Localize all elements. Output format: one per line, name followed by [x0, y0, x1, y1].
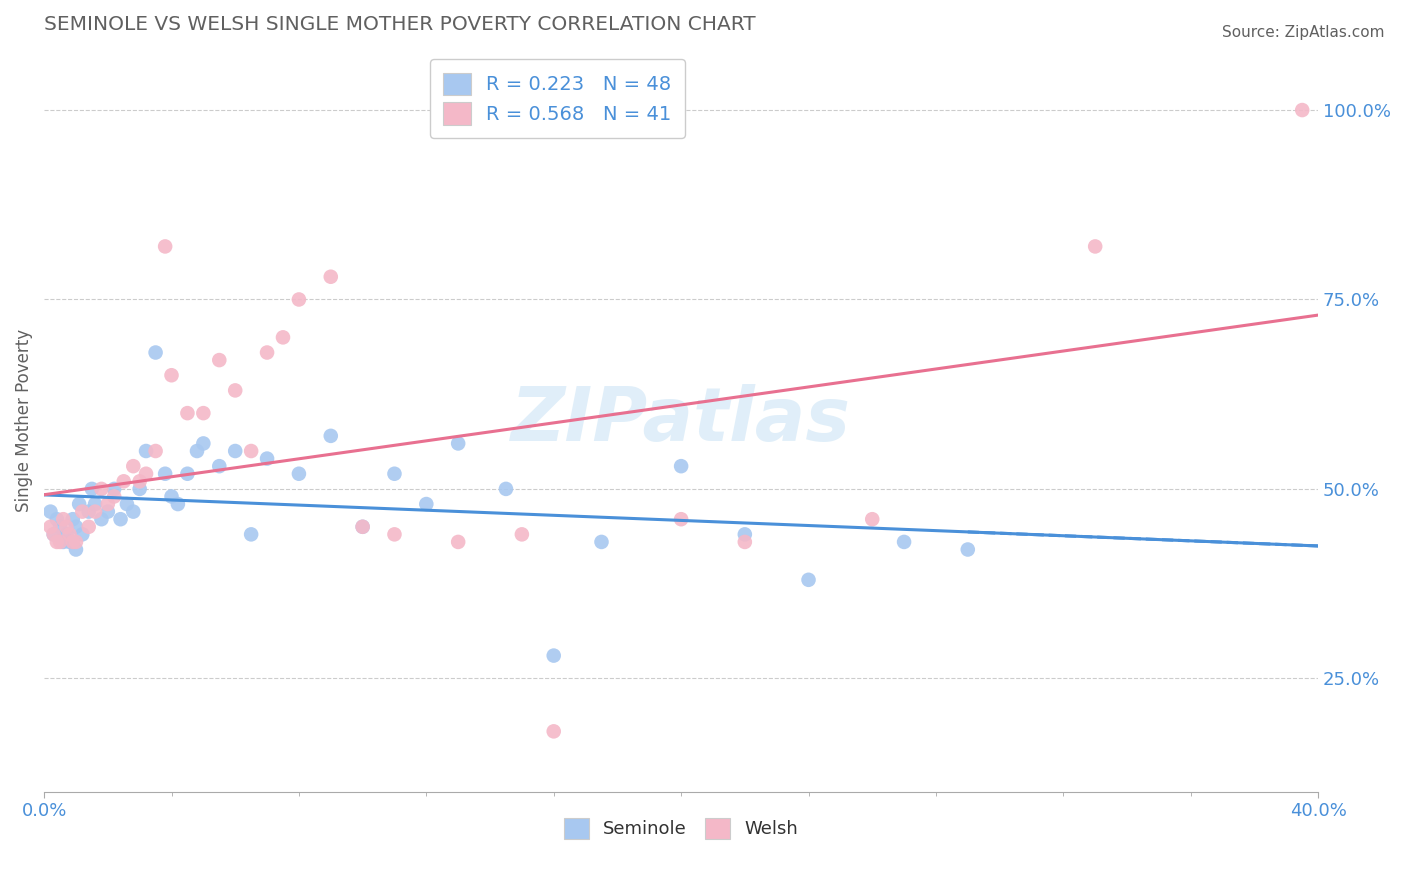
Point [288, 467, 311, 481]
Point [224, 384, 246, 398]
Point [103, 482, 125, 496]
Point [160, 490, 183, 504]
Point [1084, 239, 1107, 253]
Point [122, 459, 145, 474]
Point [90, 482, 112, 496]
Point [115, 497, 138, 511]
Point [67, 497, 90, 511]
Point [384, 527, 406, 541]
Point [65, 542, 87, 557]
Point [734, 527, 756, 541]
Point [447, 436, 470, 450]
Point [153, 467, 176, 481]
Point [55, 520, 77, 534]
Point [128, 482, 150, 496]
Point [45, 535, 67, 549]
Point [128, 475, 150, 489]
Point [288, 293, 311, 307]
Point [1291, 103, 1313, 117]
Point [52, 512, 75, 526]
Point [319, 429, 342, 443]
Point [208, 459, 231, 474]
Point [153, 239, 176, 253]
Point [42, 527, 65, 541]
Point [84, 505, 107, 519]
Point [176, 467, 198, 481]
Text: ZIPatlas: ZIPatlas [512, 384, 851, 458]
Point [145, 444, 167, 458]
Point [495, 482, 517, 496]
Point [110, 512, 132, 526]
Point [49, 520, 72, 534]
Point [415, 497, 437, 511]
Point [669, 459, 692, 474]
Point [72, 505, 94, 519]
Point [240, 444, 263, 458]
Point [447, 535, 470, 549]
Point [193, 436, 215, 450]
Point [256, 345, 278, 359]
Point [176, 406, 198, 420]
Point [77, 520, 100, 534]
Point [271, 330, 294, 344]
Point [52, 535, 75, 549]
Point [72, 527, 94, 541]
Point [193, 406, 215, 420]
Text: SEMINOLE VS WELSH SINGLE MOTHER POVERTY CORRELATION CHART: SEMINOLE VS WELSH SINGLE MOTHER POVERTY … [44, 15, 756, 34]
Point [80, 482, 103, 496]
Point [145, 345, 167, 359]
Point [240, 527, 263, 541]
Point [103, 490, 125, 504]
Point [90, 512, 112, 526]
Point [84, 497, 107, 511]
Point [352, 520, 374, 534]
Point [186, 444, 208, 458]
Point [42, 527, 65, 541]
Point [160, 368, 183, 383]
Point [224, 444, 246, 458]
Point [58, 535, 80, 549]
Point [135, 444, 157, 458]
Point [112, 475, 135, 489]
Point [65, 535, 87, 549]
Point [893, 535, 915, 549]
Point [384, 467, 406, 481]
Point [135, 467, 157, 481]
Point [58, 527, 80, 541]
Point [256, 451, 278, 466]
Point [956, 542, 979, 557]
Point [510, 527, 533, 541]
Text: Source: ZipAtlas.com: Source: ZipAtlas.com [1222, 25, 1385, 40]
Point [55, 527, 77, 541]
Point [797, 573, 820, 587]
Point [45, 512, 67, 526]
Point [62, 512, 84, 526]
Point [39, 520, 62, 534]
Point [122, 505, 145, 519]
Point [167, 497, 190, 511]
Point [77, 505, 100, 519]
Point [860, 512, 883, 526]
Point [97, 497, 120, 511]
Point [208, 353, 231, 368]
Legend: Seminole, Welsh: Seminole, Welsh [557, 811, 806, 846]
Point [543, 648, 565, 663]
Point [39, 505, 62, 519]
Point [62, 535, 84, 549]
Point [97, 505, 120, 519]
Point [734, 535, 756, 549]
Y-axis label: Single Mother Poverty: Single Mother Poverty [15, 329, 32, 512]
Point [49, 535, 72, 549]
Point [65, 520, 87, 534]
Point [543, 724, 565, 739]
Point [591, 535, 613, 549]
Point [669, 512, 692, 526]
Point [352, 520, 374, 534]
Point [319, 269, 342, 284]
